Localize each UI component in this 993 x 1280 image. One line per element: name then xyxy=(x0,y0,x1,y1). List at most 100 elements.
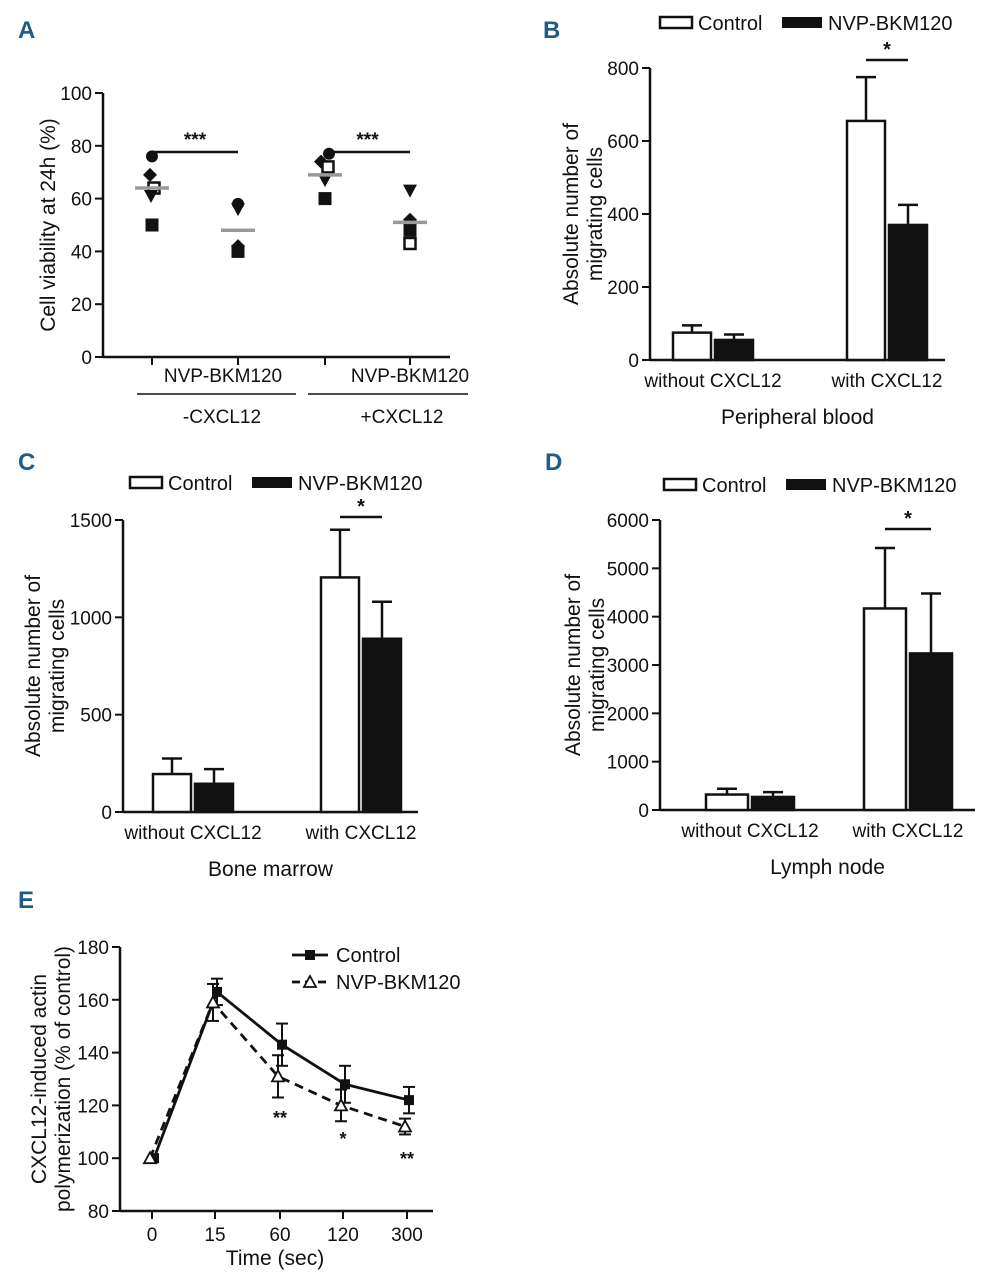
y-axis-label: migrating cells xyxy=(586,598,609,732)
bar-control xyxy=(845,119,887,362)
y-axis-label: Absolute number of xyxy=(22,575,45,757)
y-tick-label: 0 xyxy=(101,803,112,824)
y-tick-label: 100 xyxy=(77,1149,109,1170)
legend-swatch-treated xyxy=(782,17,822,28)
bar-control xyxy=(671,331,713,362)
series-point-treated xyxy=(270,1068,286,1083)
series-point-control xyxy=(340,1079,350,1090)
significance-label: * xyxy=(883,39,891,61)
data-point-triangle xyxy=(144,189,158,203)
bar-treated xyxy=(361,637,403,814)
y-axis-label: Absolute number of xyxy=(562,574,585,756)
data-point-square xyxy=(231,244,245,258)
x-tick-label: 0 xyxy=(147,1225,158,1246)
y-tick-label: 180 xyxy=(77,938,109,959)
x-marker-label: NVP-BKM120 xyxy=(351,366,469,387)
panel-c: C 0 500 1000 1500 Absolute number of migrating… xyxy=(18,449,423,881)
panel-e: E 80 100 120 140 160 180 CXCL12-induced actin po… xyxy=(18,887,461,1270)
y-tick-label: 1500 xyxy=(70,511,112,532)
legend-swatch-control xyxy=(662,477,698,492)
significance-label: * xyxy=(904,508,912,530)
y-tick-label: 100 xyxy=(60,84,92,105)
category-label: with CXCL12 xyxy=(305,823,417,844)
data-point-open-square xyxy=(403,236,417,251)
data-point-square xyxy=(318,192,332,206)
legend-label: Control xyxy=(336,945,400,967)
data-point-circle xyxy=(323,147,335,160)
y-tick-label: 600 xyxy=(607,132,639,153)
bar-control xyxy=(319,576,361,814)
legend-label: NVP-BKM120 xyxy=(298,473,423,495)
y-tick-label: 2000 xyxy=(607,704,649,725)
panel-letter: C xyxy=(18,449,35,476)
x-axis-label: Bone marrow xyxy=(208,858,334,881)
series-point-treated xyxy=(142,1150,158,1165)
bar-control xyxy=(704,793,750,812)
panel-letter: A xyxy=(18,17,35,44)
y-axis-label: migrating cells xyxy=(584,147,607,281)
category-label: without CXCL12 xyxy=(680,821,818,842)
y-tick-label: 500 xyxy=(80,706,112,727)
series-point-control xyxy=(212,986,222,997)
y-axis-label: CXCL12-induced actin xyxy=(28,974,51,1184)
y-tick-label: 0 xyxy=(628,351,639,372)
series-point-control xyxy=(277,1039,287,1050)
series-line-treated xyxy=(148,999,406,1159)
y-tick-label: 80 xyxy=(88,1202,109,1223)
y-tick-label: 120 xyxy=(77,1096,109,1117)
y-tick-label: 20 xyxy=(71,295,92,316)
bar-treated xyxy=(193,782,235,814)
y-tick-label: 80 xyxy=(71,137,92,158)
x-axis-label: Time (sec) xyxy=(226,1247,324,1270)
bar-treated xyxy=(908,652,954,812)
series-point-treated xyxy=(333,1097,349,1112)
panel-letter: B xyxy=(543,17,560,44)
legend-label: NVP-BKM120 xyxy=(828,13,953,35)
y-tick-label: 60 xyxy=(71,190,92,211)
data-point-triangle xyxy=(318,174,332,188)
x-tick-label: 120 xyxy=(327,1225,359,1246)
panel-b: B 0 200 400 600 800 Absolute number of migratin… xyxy=(543,13,953,429)
x-axis-label: Lymph node xyxy=(770,856,885,879)
significance-label: *** xyxy=(184,130,207,151)
y-tick-label: 3000 xyxy=(607,656,649,677)
y-tick-label: 0 xyxy=(81,348,92,369)
legend-label: Control xyxy=(702,475,766,497)
x-tick-label: 60 xyxy=(269,1225,290,1246)
series-point-treated xyxy=(205,994,221,1009)
legend-label: NVP-BKM120 xyxy=(832,475,957,497)
y-tick-label: 400 xyxy=(607,205,639,226)
y-tick-label: 200 xyxy=(607,278,639,299)
y-tick-label: 800 xyxy=(607,59,639,80)
significance-label: * xyxy=(339,1129,346,1149)
bar-control xyxy=(151,772,193,814)
y-tick-label: 1000 xyxy=(70,608,112,629)
legend-swatch-treated xyxy=(252,477,292,488)
y-axis-label: polymerization (% of control) xyxy=(52,946,75,1212)
panel-letter: E xyxy=(18,887,34,914)
y-tick-label: 0 xyxy=(638,801,649,822)
group-label: -CXCL12 xyxy=(183,407,261,428)
series-point-treated xyxy=(397,1118,413,1133)
category-label: without CXCL12 xyxy=(123,823,261,844)
x-tick-label: 300 xyxy=(391,1225,423,1246)
x-tick-label: 15 xyxy=(204,1225,225,1246)
data-point-square xyxy=(145,218,159,232)
y-axis-label: Absolute number of xyxy=(560,123,583,305)
data-point-triangle xyxy=(403,184,417,198)
y-tick-label: 5000 xyxy=(607,559,649,580)
significance-label: ** xyxy=(273,1108,287,1128)
category-label: with CXCL12 xyxy=(852,821,964,842)
category-label: with CXCL12 xyxy=(831,371,943,392)
significance-label: * xyxy=(357,496,365,518)
data-point-diamond xyxy=(143,167,157,182)
data-point-open-square xyxy=(321,160,335,174)
legend-label: NVP-BKM120 xyxy=(336,972,461,994)
y-tick-label: 6000 xyxy=(607,511,649,532)
y-tick-label: 40 xyxy=(71,242,92,263)
legend-swatch-treated xyxy=(786,479,826,490)
x-axis-label: Peripheral blood xyxy=(721,406,874,429)
legend-swatch-control xyxy=(658,15,694,30)
